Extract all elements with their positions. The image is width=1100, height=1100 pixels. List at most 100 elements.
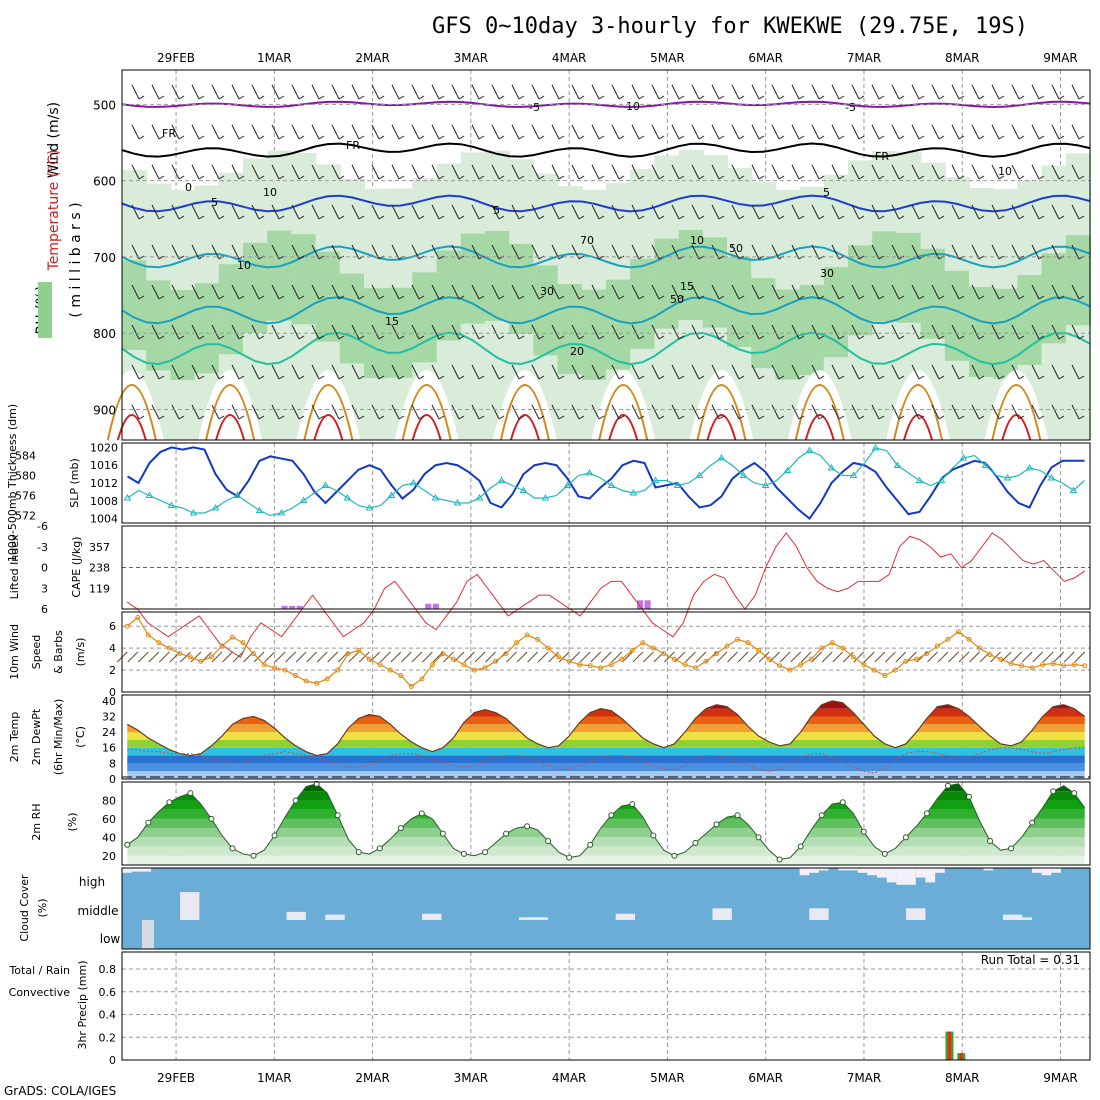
- wind-barb: [171, 84, 180, 100]
- cloud-background: [122, 868, 1090, 949]
- wind-barb: [518, 135, 525, 140]
- wind-barb: [1051, 364, 1060, 380]
- wind-barb-10m: [274, 651, 286, 663]
- wind-barb: [1071, 284, 1080, 300]
- wind-barb: [258, 95, 265, 100]
- wind-barb: [971, 324, 980, 340]
- contour-label: 10: [263, 186, 277, 199]
- wind-barb: [271, 324, 280, 340]
- wind-barb: [898, 215, 905, 220]
- wind-barb: [438, 95, 445, 100]
- wind-barb: [951, 324, 960, 340]
- wind-barb: [491, 404, 500, 420]
- wind-barb: [738, 215, 745, 220]
- rh2m-marker: [397, 825, 404, 832]
- wind-barb: [511, 204, 520, 220]
- wind-barb-10m: [632, 651, 644, 663]
- wind-barb: [398, 175, 405, 180]
- wind-barb: [251, 84, 260, 100]
- wind-barb: [898, 175, 905, 180]
- thickness-marker: [915, 476, 924, 483]
- panel-border: [121, 694, 1091, 780]
- rh2m-marker: [881, 850, 888, 857]
- warm-lobe: [689, 370, 754, 440]
- wind-barb: [211, 164, 220, 180]
- wind-barb: [258, 375, 265, 380]
- wind-barb: [498, 135, 505, 140]
- rh2m-marker: [145, 819, 152, 826]
- wind-barb: [871, 124, 880, 140]
- cloud-middle-bar: [286, 911, 306, 920]
- wind-barb: [738, 375, 745, 380]
- wind-barb: [438, 375, 445, 380]
- wind-barb-10m: [422, 651, 433, 663]
- wind-barb: [931, 364, 940, 380]
- wind-barb: [758, 335, 765, 340]
- wind-barb: [698, 295, 705, 300]
- wind-speed-marker: [240, 640, 246, 646]
- wind-barb: [1011, 284, 1020, 300]
- wind-barb: [491, 164, 500, 180]
- wind-ylabel-2: Speed: [30, 635, 43, 669]
- wind-barb: [418, 335, 425, 340]
- wind-barb: [938, 375, 945, 380]
- wind-barb: [818, 95, 825, 100]
- thickness-marker: [255, 506, 264, 513]
- panel-border: [121, 867, 1091, 950]
- contour-label: 20: [570, 345, 584, 358]
- wind-barb: [131, 324, 140, 340]
- warm-lobe: [99, 370, 164, 440]
- wind-barb: [531, 364, 540, 380]
- thickness-marker: [475, 494, 484, 501]
- wind-barb-10m: [127, 651, 139, 663]
- wind-barb: [558, 95, 565, 100]
- cloud-high-bar: [141, 868, 152, 872]
- wind-barb: [298, 415, 305, 420]
- thickness-marker: [233, 491, 242, 498]
- wind-barb: [378, 335, 385, 340]
- wind-barb: [838, 415, 845, 420]
- wind-barb: [871, 324, 880, 340]
- rh2m-marker: [166, 799, 173, 806]
- wind-barb: [911, 324, 920, 340]
- temp-color-band: [127, 724, 1085, 733]
- wind-speed-marker: [650, 645, 656, 651]
- wind-barb: [691, 164, 700, 180]
- wind-speed-marker: [945, 636, 951, 642]
- wind-barb: [351, 284, 360, 300]
- wind-barb: [1078, 295, 1085, 300]
- wind-barb: [858, 375, 865, 380]
- wind-barb: [191, 244, 200, 260]
- wind-barb: [1018, 255, 1025, 260]
- wind-barb-10m: [863, 651, 875, 663]
- wind-barb: [898, 375, 905, 380]
- cloud-high-bar: [848, 868, 858, 871]
- wind-barb: [591, 164, 600, 180]
- wind-barb: [431, 164, 440, 180]
- wind-barb: [1051, 244, 1060, 260]
- wind-speed-marker: [345, 651, 351, 657]
- warm-lobe: [394, 370, 459, 440]
- wind-barb: [638, 335, 645, 340]
- wind-barb: [478, 95, 485, 100]
- wind-barb: [858, 135, 865, 140]
- thickness-marker: [497, 476, 506, 483]
- wind-tick: 4: [109, 642, 116, 655]
- wind-barb: [658, 95, 665, 100]
- wind-barb: [738, 335, 745, 340]
- wind-barb: [131, 124, 140, 140]
- wind-barb: [691, 124, 700, 140]
- wind-barb: [851, 164, 860, 180]
- wind-speed-marker: [503, 651, 509, 657]
- wind-barb: [451, 204, 460, 220]
- wind-barb: [611, 364, 620, 380]
- wind-barb: [358, 295, 365, 300]
- cape-bar: [296, 605, 303, 609]
- wind-barb: [458, 375, 465, 380]
- wind-barb: [618, 215, 625, 220]
- wind-speed-marker: [977, 645, 983, 651]
- wind-speed-marker: [577, 662, 583, 668]
- wind-barb: [1031, 244, 1040, 260]
- wind-barb: [978, 215, 985, 220]
- slp-tick: 1016: [90, 459, 118, 472]
